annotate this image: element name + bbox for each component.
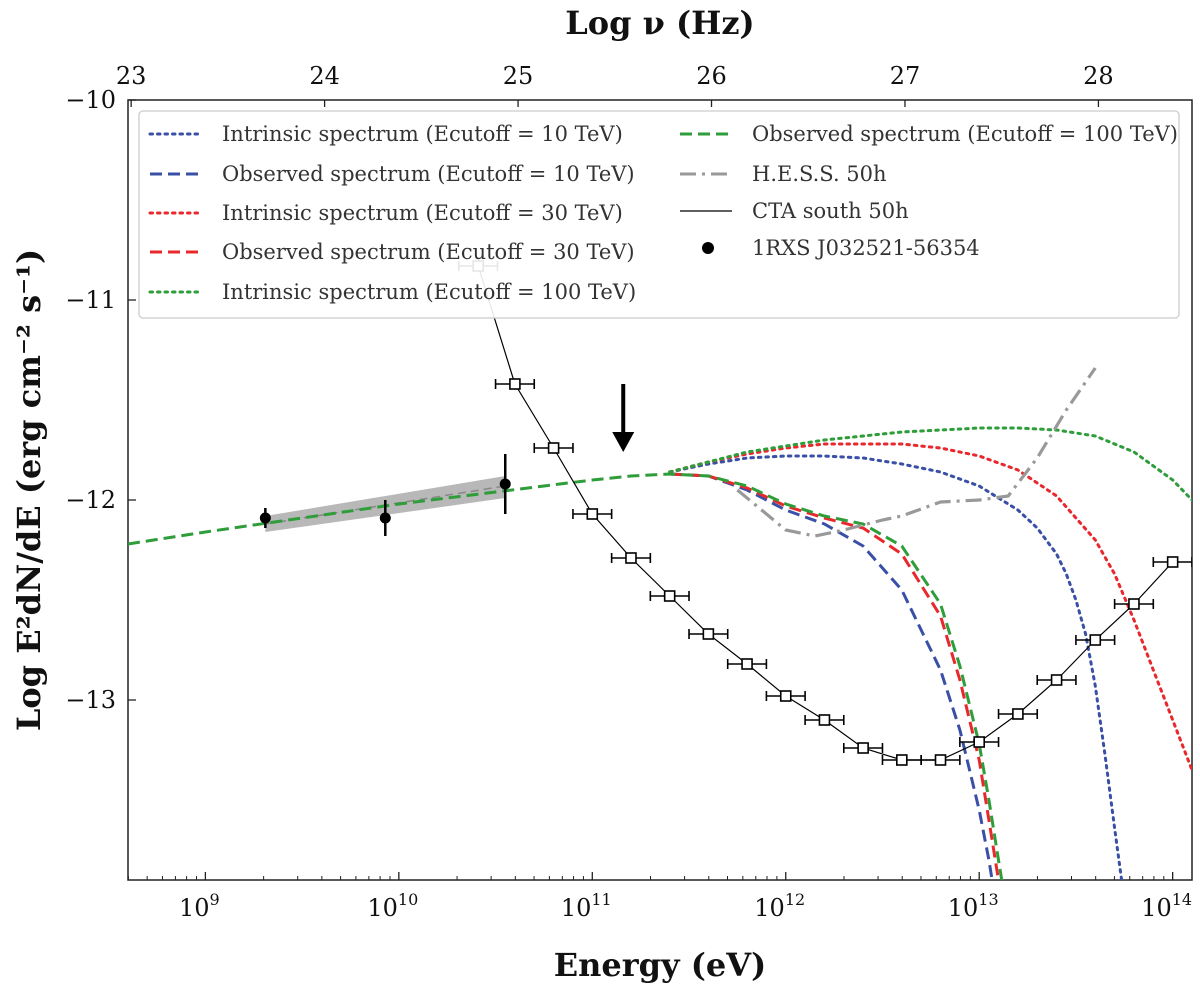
cta-point: [586, 508, 599, 520]
cta-point: [934, 754, 947, 766]
legend-label: Observed spectrum (Ecutoff = 10 TeV): [222, 162, 635, 186]
legend-label: Intrinsic spectrum (Ecutoff = 30 TeV): [222, 201, 623, 225]
cta-point: [857, 742, 869, 754]
legend-frame: [138, 110, 1180, 319]
x-tick-label: 1010: [367, 890, 418, 922]
cta-point: [818, 714, 831, 726]
legend-entry: CTA south 50h: [680, 199, 909, 223]
series-6-line: [736, 367, 1097, 538]
legend-entry: Intrinsic spectrum (Ecutoff = 100 TeV): [148, 280, 636, 304]
series-1-line: [668, 442, 1192, 772]
legend-entry: 1RXS J032521-56354: [702, 236, 980, 260]
legend-label: CTA south 50h: [752, 199, 909, 223]
arrow-annotation: [612, 384, 635, 452]
cta-point: [779, 690, 792, 702]
cta-point: [547, 442, 560, 454]
x-tick-label: 1014: [1141, 890, 1192, 922]
legend-label: H.E.S.S. 50h: [752, 162, 887, 186]
top-axis-title: Log ν (Hz): [565, 4, 754, 42]
cta-point: [1050, 674, 1063, 686]
legend-entry: Intrinsic spectrum (Ecutoff = 30 TeV): [148, 201, 623, 225]
cta-point: [1012, 708, 1024, 720]
top-tick-label: 28: [1083, 62, 1114, 90]
top-tick-label: 27: [890, 62, 921, 90]
top-tick-label: 24: [309, 62, 340, 90]
x-axis-title: Energy (eV): [554, 946, 766, 984]
legend-label: Intrinsic spectrum (Ecutoff = 10 TeV): [222, 122, 623, 146]
legend-entry: Intrinsic spectrum (Ecutoff = 10 TeV): [148, 122, 623, 146]
top-axis-ticks: 23 24 25 26 27 28: [116, 62, 1114, 107]
x-tick-label: 1012: [754, 890, 805, 922]
data-point: [499, 478, 511, 490]
arrow-head: [612, 432, 635, 452]
series-0-line: [668, 454, 1124, 880]
top-tick-label: 23: [116, 62, 147, 90]
data-point: [379, 512, 391, 524]
legend-entry: H.E.S.S. 50h: [680, 162, 887, 186]
series-2-line: [668, 426, 1192, 502]
top-tick-label: 26: [696, 62, 727, 90]
x-tick-label: 1011: [561, 890, 612, 922]
legend-entry: Observed spectrum (Ecutoff = 10 TeV): [150, 162, 635, 186]
cta-point: [973, 736, 986, 748]
y-tick-label: −10: [65, 86, 116, 114]
y-axis-title: Log E²dN/dE (erg cm⁻² s⁻¹): [10, 249, 48, 731]
cta-point: [1089, 634, 1102, 646]
x-axis-ticks: 109 1010 1011 1012 1013 1014: [127, 872, 1192, 922]
series-3-line: [669, 472, 994, 880]
legend-entry: Observed spectrum (Ecutoff = 100 TeV): [680, 122, 1178, 146]
cta-point: [1166, 556, 1179, 568]
x-tick-label: 1013: [948, 890, 999, 922]
legend-label: 1RXS J032521-56354: [752, 236, 980, 260]
legend-label: Intrinsic spectrum (Ecutoff = 100 TeV): [222, 280, 636, 304]
cta-point: [702, 628, 715, 640]
y-tick-label: −12: [65, 486, 116, 514]
legend-label: Observed spectrum (Ecutoff = 100 TeV): [752, 122, 1178, 146]
x-tick-label: 109: [179, 890, 220, 922]
top-tick-label: 25: [503, 62, 534, 90]
cta-point: [896, 754, 908, 766]
y-axis-ticks: −10 −11 −12 −13: [65, 86, 136, 714]
series-4-line: [669, 472, 1001, 880]
legend-entry: Observed spectrum (Ecutoff = 30 TeV): [150, 240, 635, 264]
cta-point: [663, 590, 676, 602]
cta-point: [509, 378, 521, 390]
legend-marker: [702, 242, 714, 254]
y-tick-label: −13: [65, 686, 116, 714]
data-point: [259, 512, 271, 524]
legend-label: Observed spectrum (Ecutoff = 30 TeV): [222, 240, 635, 264]
cta-point: [625, 552, 637, 564]
legend: Intrinsic spectrum (Ecutoff = 10 TeV) Obs…: [138, 110, 1180, 319]
y-tick-label: −11: [65, 286, 116, 314]
cta-point: [1128, 598, 1140, 610]
series-5-line: [128, 472, 1004, 880]
cta-point: [741, 658, 753, 670]
